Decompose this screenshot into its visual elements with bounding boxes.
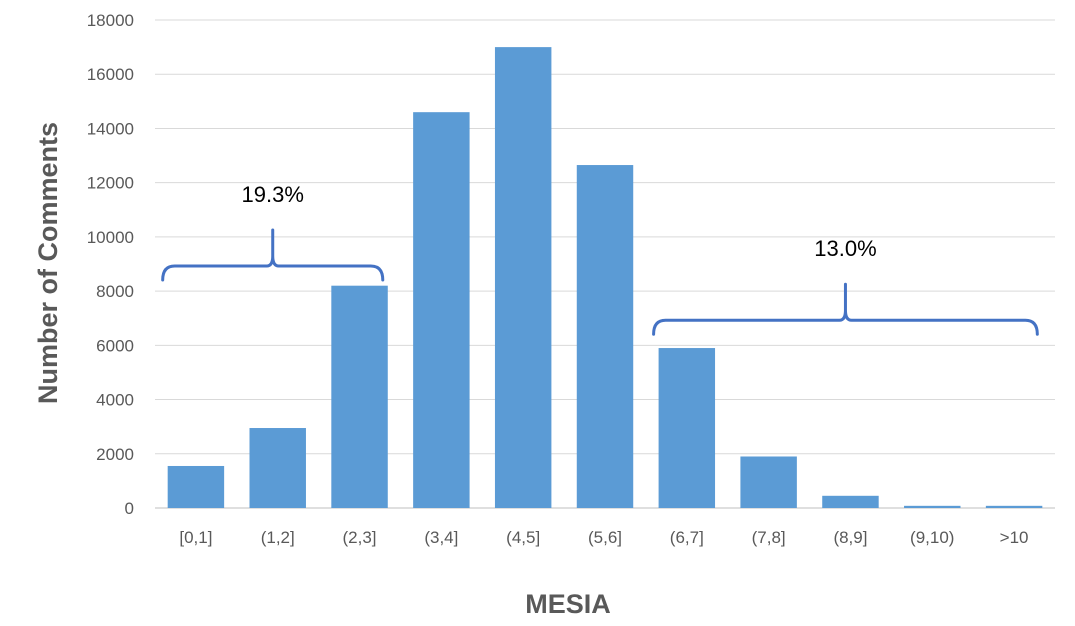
- y-tick-label: 8000: [96, 282, 134, 301]
- y-tick-label: 10000: [87, 228, 134, 247]
- percentage-label: 13.0%: [814, 236, 876, 261]
- bars: [167, 47, 1043, 509]
- x-tick-label: (4,5]: [506, 528, 540, 547]
- y-tick-label: 0: [125, 499, 134, 518]
- bar: [413, 112, 470, 508]
- x-tick-label: (7,8]: [752, 528, 786, 547]
- annotations: 19.3% 13.0%: [161, 182, 1039, 336]
- bracket: [161, 228, 385, 282]
- bar: [658, 348, 716, 508]
- x-tick-labels: [0,1] (1,2] (2,3] (3,4] (4,5] (5,6] (6,7] (7,8]…: [179, 528, 1028, 547]
- x-tick-label: (5,6]: [588, 528, 622, 547]
- y-tick-labels: 0 2000 4000 6000 8000 10000 12000 14000 16000 180…: [87, 11, 134, 518]
- x-tick-label: (2,3]: [343, 528, 377, 547]
- x-tick-label: >10: [1000, 528, 1029, 547]
- bracket: [652, 282, 1039, 336]
- bar: [904, 505, 961, 508]
- x-tick-label: (8,9]: [833, 528, 867, 547]
- bar: [740, 456, 797, 508]
- y-tick-label: 4000: [96, 391, 134, 410]
- x-tick-label: (3,4]: [424, 528, 458, 547]
- y-axis-title: Number of Comments: [33, 122, 63, 404]
- bar: [494, 47, 552, 508]
- bar: [822, 495, 879, 508]
- x-tick-label: (6,7]: [670, 528, 704, 547]
- percentage-label: 19.3%: [242, 182, 304, 207]
- bar: [576, 165, 634, 509]
- x-tick-label: (1,2]: [261, 528, 295, 547]
- x-tick-label: [0,1]: [179, 528, 212, 547]
- y-tick-label: 16000: [87, 65, 134, 84]
- y-tick-label: 18000: [87, 11, 134, 30]
- x-axis-title: MESIA: [525, 589, 611, 619]
- y-tick-label: 6000: [96, 336, 134, 355]
- bar: [985, 505, 1043, 508]
- x-tick-label: (9,10): [910, 528, 954, 547]
- y-tick-label: 2000: [96, 445, 134, 464]
- bar: [331, 285, 388, 508]
- y-tick-label: 12000: [87, 174, 134, 193]
- bar: [249, 428, 306, 508]
- bar: [167, 465, 225, 508]
- y-tick-label: 14000: [87, 119, 134, 138]
